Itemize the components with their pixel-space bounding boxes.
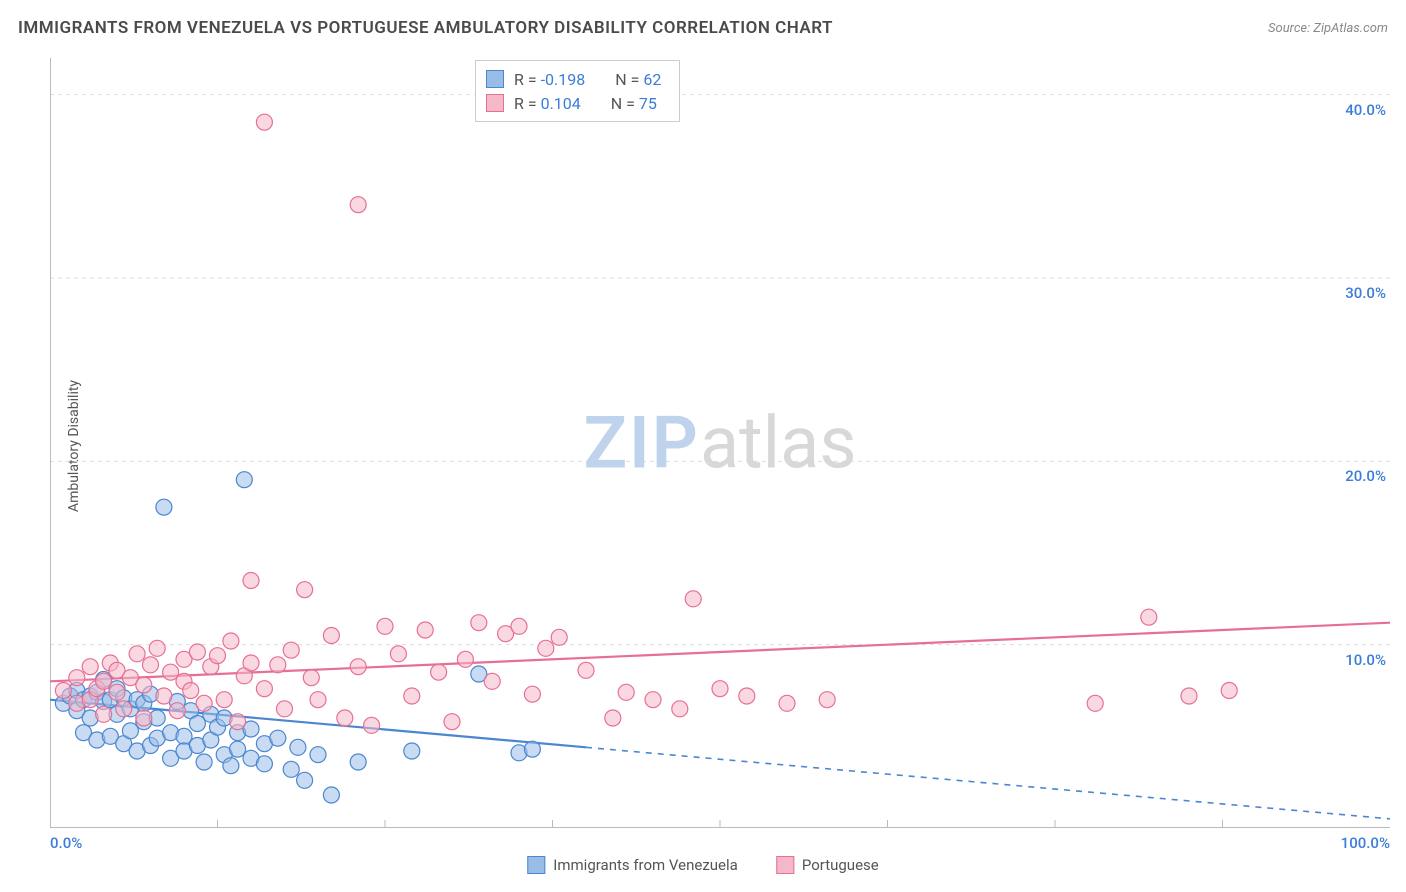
legend-row-series-1: R = 0.104 N = 75 bbox=[486, 91, 661, 115]
legend-r-prefix: R = bbox=[514, 94, 541, 113]
swatch-series-0 bbox=[486, 70, 504, 88]
series-name-1: Portuguese bbox=[802, 856, 879, 874]
legend-n-prefix: N = bbox=[611, 94, 639, 113]
legend-r-label-1: R = 0.104 bbox=[514, 94, 581, 113]
bottom-legend-item-1: Portuguese bbox=[776, 856, 879, 874]
tick-label: 40.0% bbox=[1345, 101, 1386, 119]
tick-label: 30.0% bbox=[1345, 284, 1386, 302]
legend-n-label-0: N = 62 bbox=[615, 70, 661, 89]
series-name-0: Immigrants from Venezuela bbox=[553, 856, 738, 874]
source-attribution: Source: ZipAtlas.com bbox=[1268, 21, 1388, 36]
tick-label: 20.0% bbox=[1345, 467, 1386, 485]
bottom-legend: Immigrants from Venezuela Portuguese bbox=[527, 856, 878, 874]
chart-svg bbox=[50, 58, 1390, 828]
legend-n-value-0: 62 bbox=[643, 70, 661, 89]
legend-n-value-1: 75 bbox=[639, 94, 657, 113]
swatch-series-1 bbox=[486, 94, 504, 112]
chart-area: ZIPatlas 10.0%20.0%30.0%40.0%0.0%100.0% bbox=[50, 58, 1390, 828]
swatch-series-0-bottom bbox=[527, 856, 545, 874]
legend-r-value-0: -0.198 bbox=[541, 70, 586, 89]
legend-n-label-1: N = 75 bbox=[611, 94, 657, 113]
legend-n-prefix: N = bbox=[615, 70, 643, 89]
x-tick-1: 100.0% bbox=[1341, 834, 1390, 852]
legend-r-value-1: 0.104 bbox=[541, 94, 581, 113]
chart-title: IMMIGRANTS FROM VENEZUELA VS PORTUGUESE … bbox=[18, 18, 833, 38]
legend-row-series-0: R = -0.198 N = 62 bbox=[486, 67, 661, 91]
swatch-series-1-bottom bbox=[776, 856, 794, 874]
legend-r-prefix: R = bbox=[514, 70, 541, 89]
x-tick-0: 0.0% bbox=[50, 834, 82, 852]
legend-r-label-0: R = -0.198 bbox=[514, 70, 585, 89]
correlation-legend: R = -0.198 N = 62 R = 0.104 N = 75 bbox=[475, 60, 680, 122]
bottom-legend-item-0: Immigrants from Venezuela bbox=[527, 856, 738, 874]
tick-label: 10.0% bbox=[1345, 651, 1386, 669]
